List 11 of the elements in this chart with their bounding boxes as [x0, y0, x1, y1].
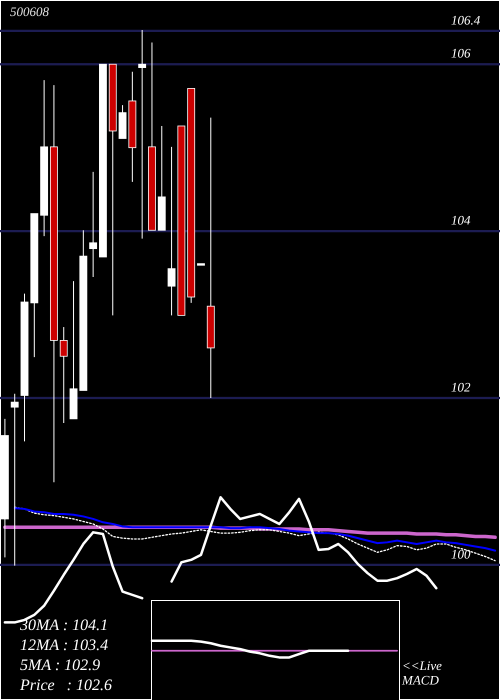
- chart-title: 500608: [10, 4, 50, 19]
- y-tick-label: 100: [451, 546, 471, 562]
- y-tick-label: 106: [451, 46, 471, 61]
- y-tick-label: 104: [451, 212, 471, 228]
- annotation: 12MA : 103.4: [20, 637, 108, 654]
- annotation: 5MA : 102.9: [20, 657, 100, 674]
- y-tick-label: 102: [451, 379, 471, 394]
- annotation: <<Live MACD: [401, 658, 442, 688]
- y-tick-label: 106.4: [451, 12, 481, 28]
- annotation: Price : 102.6: [19, 677, 112, 694]
- annotation: 30MA : 104.1: [19, 617, 108, 634]
